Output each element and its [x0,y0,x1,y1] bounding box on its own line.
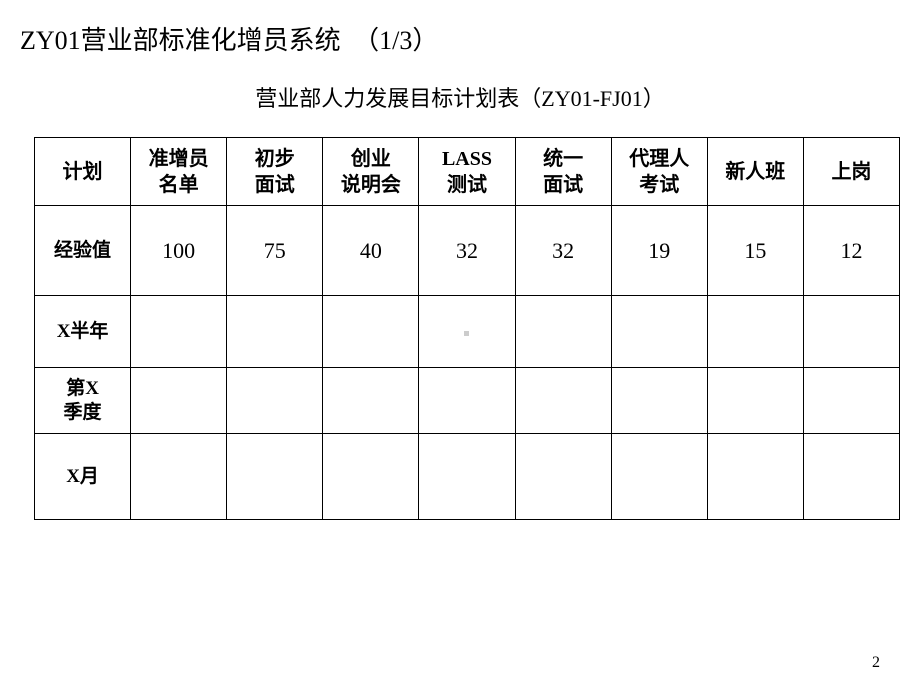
table-cell: 40 [323,206,419,296]
column-header-line: 面试 [231,172,318,198]
table-cell [611,368,707,434]
table-cell [323,368,419,434]
table-cell: 32 [419,206,515,296]
table-cell [515,368,611,434]
table-cell [611,434,707,520]
table-cell [131,368,227,434]
column-header: 新人班 [707,138,803,206]
column-header-line: 统一 [520,146,607,172]
column-header-line: LASS [423,146,510,172]
table-cell [131,434,227,520]
column-header-line: 计划 [39,159,126,185]
table-cell [419,434,515,520]
page-title-counter: （1/3） [353,26,438,55]
column-header: 初步面试 [227,138,323,206]
row-label: X月 [35,434,131,520]
plan-table-wrap: 计划准增员名单初步面试创业说明会LASS测试统一面试代理人考试新人班上岗 经验值… [0,137,920,520]
table-cell: 15 [707,206,803,296]
table-row: 第X季度 [35,368,900,434]
table-cell [707,434,803,520]
page-title-main: ZY01营业部标准化增员系统 [20,26,341,55]
table-cell: 19 [611,206,707,296]
table-cell [131,296,227,368]
plan-table-body: 经验值10075403232191512X半年第X季度X月 [35,206,900,520]
row-label-line: X半年 [39,320,126,344]
table-cell [707,296,803,368]
row-label-line: X月 [39,465,126,489]
row-label-line: 第X [39,377,126,401]
column-header-line: 测试 [423,172,510,198]
column-header-line: 上岗 [808,159,895,185]
table-row: X半年 [35,296,900,368]
column-header-line: 考试 [616,172,703,198]
plan-table: 计划准增员名单初步面试创业说明会LASS测试统一面试代理人考试新人班上岗 经验值… [34,137,900,520]
table-cell [803,434,899,520]
table-title: 营业部人力发展目标计划表（ZY01-FJ01） [0,81,920,113]
row-label: 第X季度 [35,368,131,434]
plan-table-head: 计划准增员名单初步面试创业说明会LASS测试统一面试代理人考试新人班上岗 [35,138,900,206]
table-row: X月 [35,434,900,520]
column-header: 创业说明会 [323,138,419,206]
column-header-line: 准增员 [135,146,222,172]
table-cell [515,296,611,368]
column-header: LASS测试 [419,138,515,206]
table-cell [419,296,515,368]
column-header: 代理人考试 [611,138,707,206]
column-header-line: 代理人 [616,146,703,172]
column-header-line: 新人班 [712,159,799,185]
row-label: 经验值 [35,206,131,296]
column-header-line: 创业 [327,146,414,172]
row-label-line: 经验值 [39,239,126,263]
page-title: ZY01营业部标准化增员系统 （1/3） [0,0,920,57]
column-header: 上岗 [803,138,899,206]
column-header-line: 名单 [135,172,222,198]
table-cell: 75 [227,206,323,296]
table-cell [227,434,323,520]
table-cell: 32 [515,206,611,296]
column-header-line: 初步 [231,146,318,172]
page-number: 2 [872,654,880,672]
table-cell [707,368,803,434]
table-cell [611,296,707,368]
table-cell [803,368,899,434]
row-label-line: 季度 [39,401,126,425]
column-header: 准增员名单 [131,138,227,206]
table-cell [227,368,323,434]
column-header: 计划 [35,138,131,206]
marker-dot [464,331,469,336]
table-cell: 12 [803,206,899,296]
table-cell [227,296,323,368]
table-cell [419,368,515,434]
table-cell [803,296,899,368]
table-row: 经验值10075403232191512 [35,206,900,296]
table-cell: 100 [131,206,227,296]
table-cell [515,434,611,520]
column-header-line: 面试 [520,172,607,198]
column-header: 统一面试 [515,138,611,206]
table-cell [323,296,419,368]
row-label: X半年 [35,296,131,368]
table-cell [323,434,419,520]
column-header-line: 说明会 [327,172,414,198]
